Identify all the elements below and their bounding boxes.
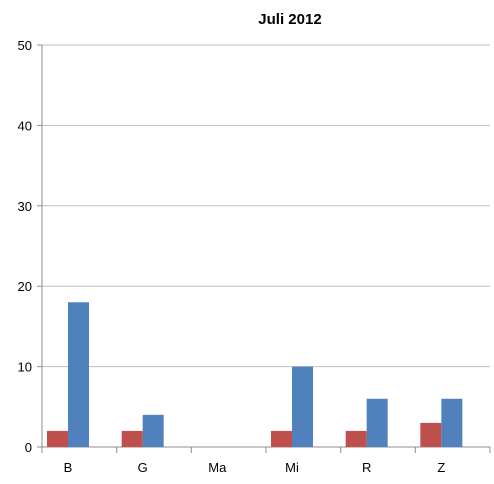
bar [68,302,89,447]
bar [47,430,68,447]
x-tick-label: Z [437,460,445,475]
y-tick-label: 20 [18,279,32,294]
y-tick-labels: 0 10 20 30 40 50 [18,38,32,455]
x-tick-label: R [362,460,371,475]
x-tick-label: B [64,460,73,475]
bar [366,398,388,447]
bar [420,422,442,447]
axes [37,44,491,453]
x-tick-label: Ma [208,460,227,475]
bar [121,430,143,447]
bars [47,302,463,447]
y-tick-label: 0 [25,440,32,455]
bar [345,430,367,447]
bar [441,398,463,447]
chart-title: Juli 2012 [258,11,321,28]
bar [292,366,313,447]
x-tick-labels: B G Ma Mi R Z [64,460,446,475]
y-tick-label: 30 [18,199,32,214]
y-tick-label: 50 [18,38,32,53]
bar [142,414,164,447]
y-tick-label: 10 [18,360,32,375]
bar [271,430,292,447]
x-tick-label: G [138,460,148,475]
y-tick-label: 40 [18,118,32,133]
gridlines [42,44,490,368]
x-tick-label: Mi [285,460,299,475]
